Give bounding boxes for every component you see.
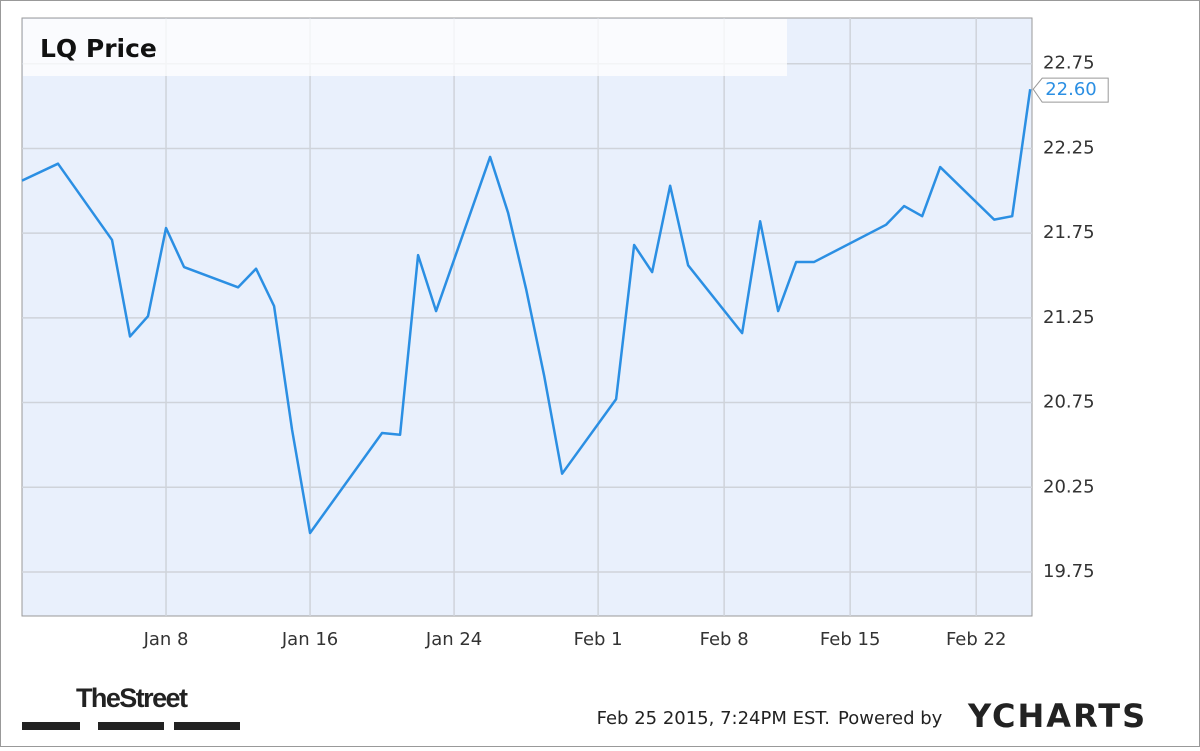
plot-area <box>21 17 1033 617</box>
x-tick-label: Feb 8 <box>700 629 749 650</box>
x-tick-label: Jan 8 <box>143 629 189 650</box>
title-box <box>23 19 787 76</box>
price-line <box>21 88 1032 535</box>
y-tick-label: 22.25 <box>1043 137 1095 158</box>
timestamp: Feb 25 2015, 7:24PM EST. <box>597 708 830 729</box>
value-label: 22.60 <box>1045 79 1097 100</box>
x-tick-label: Jan 24 <box>425 629 482 650</box>
logo-bar <box>98 722 164 730</box>
logo-bar <box>174 722 240 730</box>
x-tick-label: Feb 1 <box>574 629 623 650</box>
x-tick-label: Feb 22 <box>946 629 1007 650</box>
y-tick-label: 22.75 <box>1043 53 1095 74</box>
y-tick-label: 21.75 <box>1043 222 1095 243</box>
y-tick-label: 20.75 <box>1043 392 1095 413</box>
x-tick-label: Feb 15 <box>820 629 881 650</box>
powered-by: Powered by <box>838 708 943 729</box>
brand-logo: YCHARTS <box>967 697 1147 735</box>
x-tick-label: Jan 16 <box>281 629 338 650</box>
logo-bar <box>22 722 80 730</box>
y-tick-label: 21.25 <box>1043 307 1095 328</box>
value-label-box <box>1032 77 1109 103</box>
source-logo: TheStreet <box>76 683 188 713</box>
y-tick-label: 20.25 <box>1043 476 1095 497</box>
chart-title: LQ Price <box>40 34 157 63</box>
y-tick-label: 19.75 <box>1043 561 1095 582</box>
